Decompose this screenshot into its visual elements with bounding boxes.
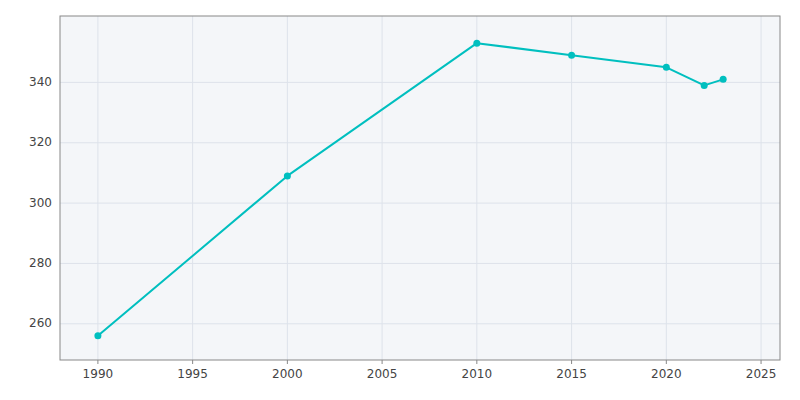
point [720,76,727,83]
y-tick-label: 280 [29,256,52,270]
x-tick [287,360,288,364]
x-grid-line [571,16,572,360]
y-grid-line [60,142,780,143]
x-grid-line [761,16,762,360]
x-tick-label: 2025 [746,367,777,381]
y-grid-line [60,203,780,204]
x-tick-label: 2005 [367,367,398,381]
x-tick [97,360,98,364]
point [663,64,670,71]
y-tick-label: 340 [29,75,52,89]
x-tick-label: 1990 [83,367,114,381]
point [568,52,575,59]
point [473,40,480,47]
x-grid-line [192,16,193,360]
grid [60,16,780,360]
x-tick-label: 1995 [177,367,208,381]
y-grid-line [60,323,780,324]
plot-background [60,16,780,360]
x-grid-line [382,16,383,360]
x-tick [571,360,572,364]
x-grid-line [476,16,477,360]
x-tick [192,360,193,364]
x-tick [382,360,383,364]
plot-frame [60,16,780,360]
chart: 260 280 300 320 340 1990 1995 2000 2005 2010 2015 2… [0,0,800,400]
chart-container: 260 280 300 320 340 1990 1995 2000 2005 2010 2015 2… [0,0,800,400]
y-tick-label: 320 [29,135,52,149]
x-tick [761,360,762,364]
x-tick-label: 2015 [556,367,587,381]
x-tick-label: 2020 [651,367,682,381]
x-tick [666,360,667,364]
x-grid-line [287,16,288,360]
y-grid-line [60,263,780,264]
y-tick-label: 260 [29,316,52,330]
x-grid-line [97,16,98,360]
x-tick-label: 2010 [462,367,493,381]
axes: 260 280 300 320 340 1990 1995 2000 2005 2010 2015 2… [29,16,780,381]
line [98,43,723,336]
series [94,40,726,340]
point [701,82,708,89]
y-tick-label: 300 [29,196,52,210]
x-tick-label: 2000 [272,367,303,381]
x-tick [476,360,477,364]
point [94,332,101,339]
point [284,172,291,179]
